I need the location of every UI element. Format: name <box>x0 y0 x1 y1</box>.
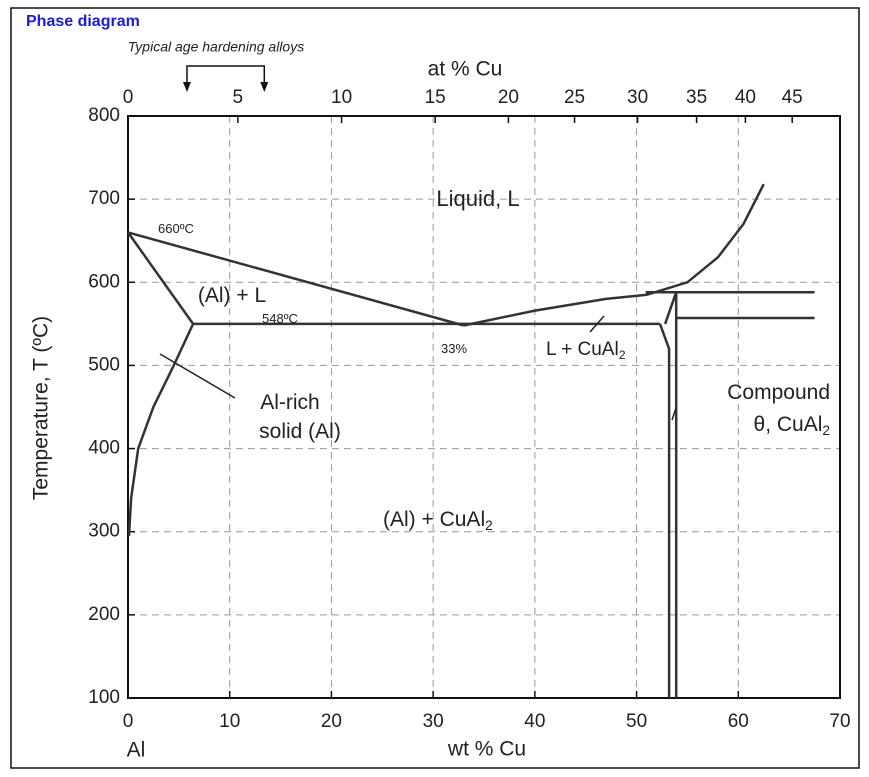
phase-boundary <box>127 323 195 536</box>
annotation-text: 548ºC <box>262 311 298 326</box>
pointer <box>159 353 236 399</box>
annotation-text: Liquid, L <box>436 186 519 211</box>
annotation: (Al) + L <box>198 284 266 307</box>
phase-boundary <box>463 183 765 327</box>
x-tick-label: 30 <box>423 711 444 732</box>
frame <box>10 7 860 769</box>
arrowhead <box>260 82 269 92</box>
annotation: Al-rich <box>260 391 320 414</box>
phase-boundary <box>126 231 195 325</box>
x-tick-label: 20 <box>321 711 342 732</box>
annotation-text: 660ºC <box>158 221 194 236</box>
pointer <box>589 315 605 333</box>
x-tick-label: 50 <box>626 711 647 732</box>
x2-tick-label: 35 <box>686 87 707 108</box>
annotation-subscript: 2 <box>822 423 830 438</box>
y-tick-label: 400 <box>88 438 120 459</box>
x2-tick-label: 25 <box>564 87 585 108</box>
x-origin-label: Al <box>127 739 146 762</box>
pointer <box>671 407 677 421</box>
x-tick-label: 60 <box>728 711 749 732</box>
annotation: 548ºC <box>262 311 298 326</box>
annotation-subscript: 2 <box>619 348 626 362</box>
y-tick-label: 600 <box>88 271 120 292</box>
annotation: θ, CuAl2 <box>754 413 830 438</box>
x-tick-label: 0 <box>123 711 134 732</box>
y-axis-label: Temperature, T (ºC) <box>30 316 53 500</box>
x-tick-label: 70 <box>829 711 850 732</box>
chart-title: Phase diagram <box>26 13 140 30</box>
x-axis-label: wt % Cu <box>447 738 526 761</box>
phase-boundary <box>663 291 678 698</box>
y-tick-label: 200 <box>88 604 120 625</box>
annotation-text: L + CuAl <box>546 339 619 360</box>
annotation-text: solid (Al) <box>259 420 341 443</box>
x2-tick-label: 15 <box>425 87 446 108</box>
annotation-text: Al-rich <box>260 391 320 414</box>
y-tick-label: 300 <box>88 521 120 542</box>
y-tick-label: 500 <box>88 354 120 375</box>
x2-tick-label: 5 <box>233 87 244 108</box>
x2-tick-label: 45 <box>782 87 803 108</box>
x2-tick-label: 30 <box>627 87 648 108</box>
phase-boundary <box>127 231 465 327</box>
annotation-text: θ, CuAl <box>754 413 823 436</box>
arrowhead <box>182 82 191 92</box>
annotation-text: (Al) + CuAl <box>383 508 485 531</box>
y-tick-label: 800 <box>88 105 120 126</box>
y-tick-label: 100 <box>88 687 120 708</box>
annotation: 660ºC <box>158 221 194 236</box>
annotation: 33% <box>441 341 467 356</box>
annotation: solid (Al) <box>259 420 341 443</box>
x2-axis-label: at % Cu <box>428 58 503 81</box>
annotation-subscript: 2 <box>485 518 493 533</box>
annotation: Compound <box>727 381 830 404</box>
annotation-text: (Al) + L <box>198 284 266 307</box>
x-tick-label: 10 <box>219 711 240 732</box>
bracket-label: Typical age hardening alloys <box>128 39 304 55</box>
phase-boundary <box>658 323 671 698</box>
bracket <box>186 65 266 86</box>
annotation-text: Compound <box>727 381 830 404</box>
x2-tick-label: 0 <box>123 87 134 108</box>
x2-tick-label: 10 <box>331 87 352 108</box>
annotation: Liquid, L <box>436 186 519 211</box>
x-tick-label: 40 <box>524 711 545 732</box>
annotation: (Al) + CuAl2 <box>383 508 493 533</box>
y-tick-label: 700 <box>88 188 120 209</box>
annotation-text: 33% <box>441 341 467 356</box>
annotation: L + CuAl2 <box>546 339 626 362</box>
x2-tick-label: 20 <box>498 87 519 108</box>
x2-tick-label: 40 <box>735 87 756 108</box>
plot-frame <box>127 115 841 699</box>
